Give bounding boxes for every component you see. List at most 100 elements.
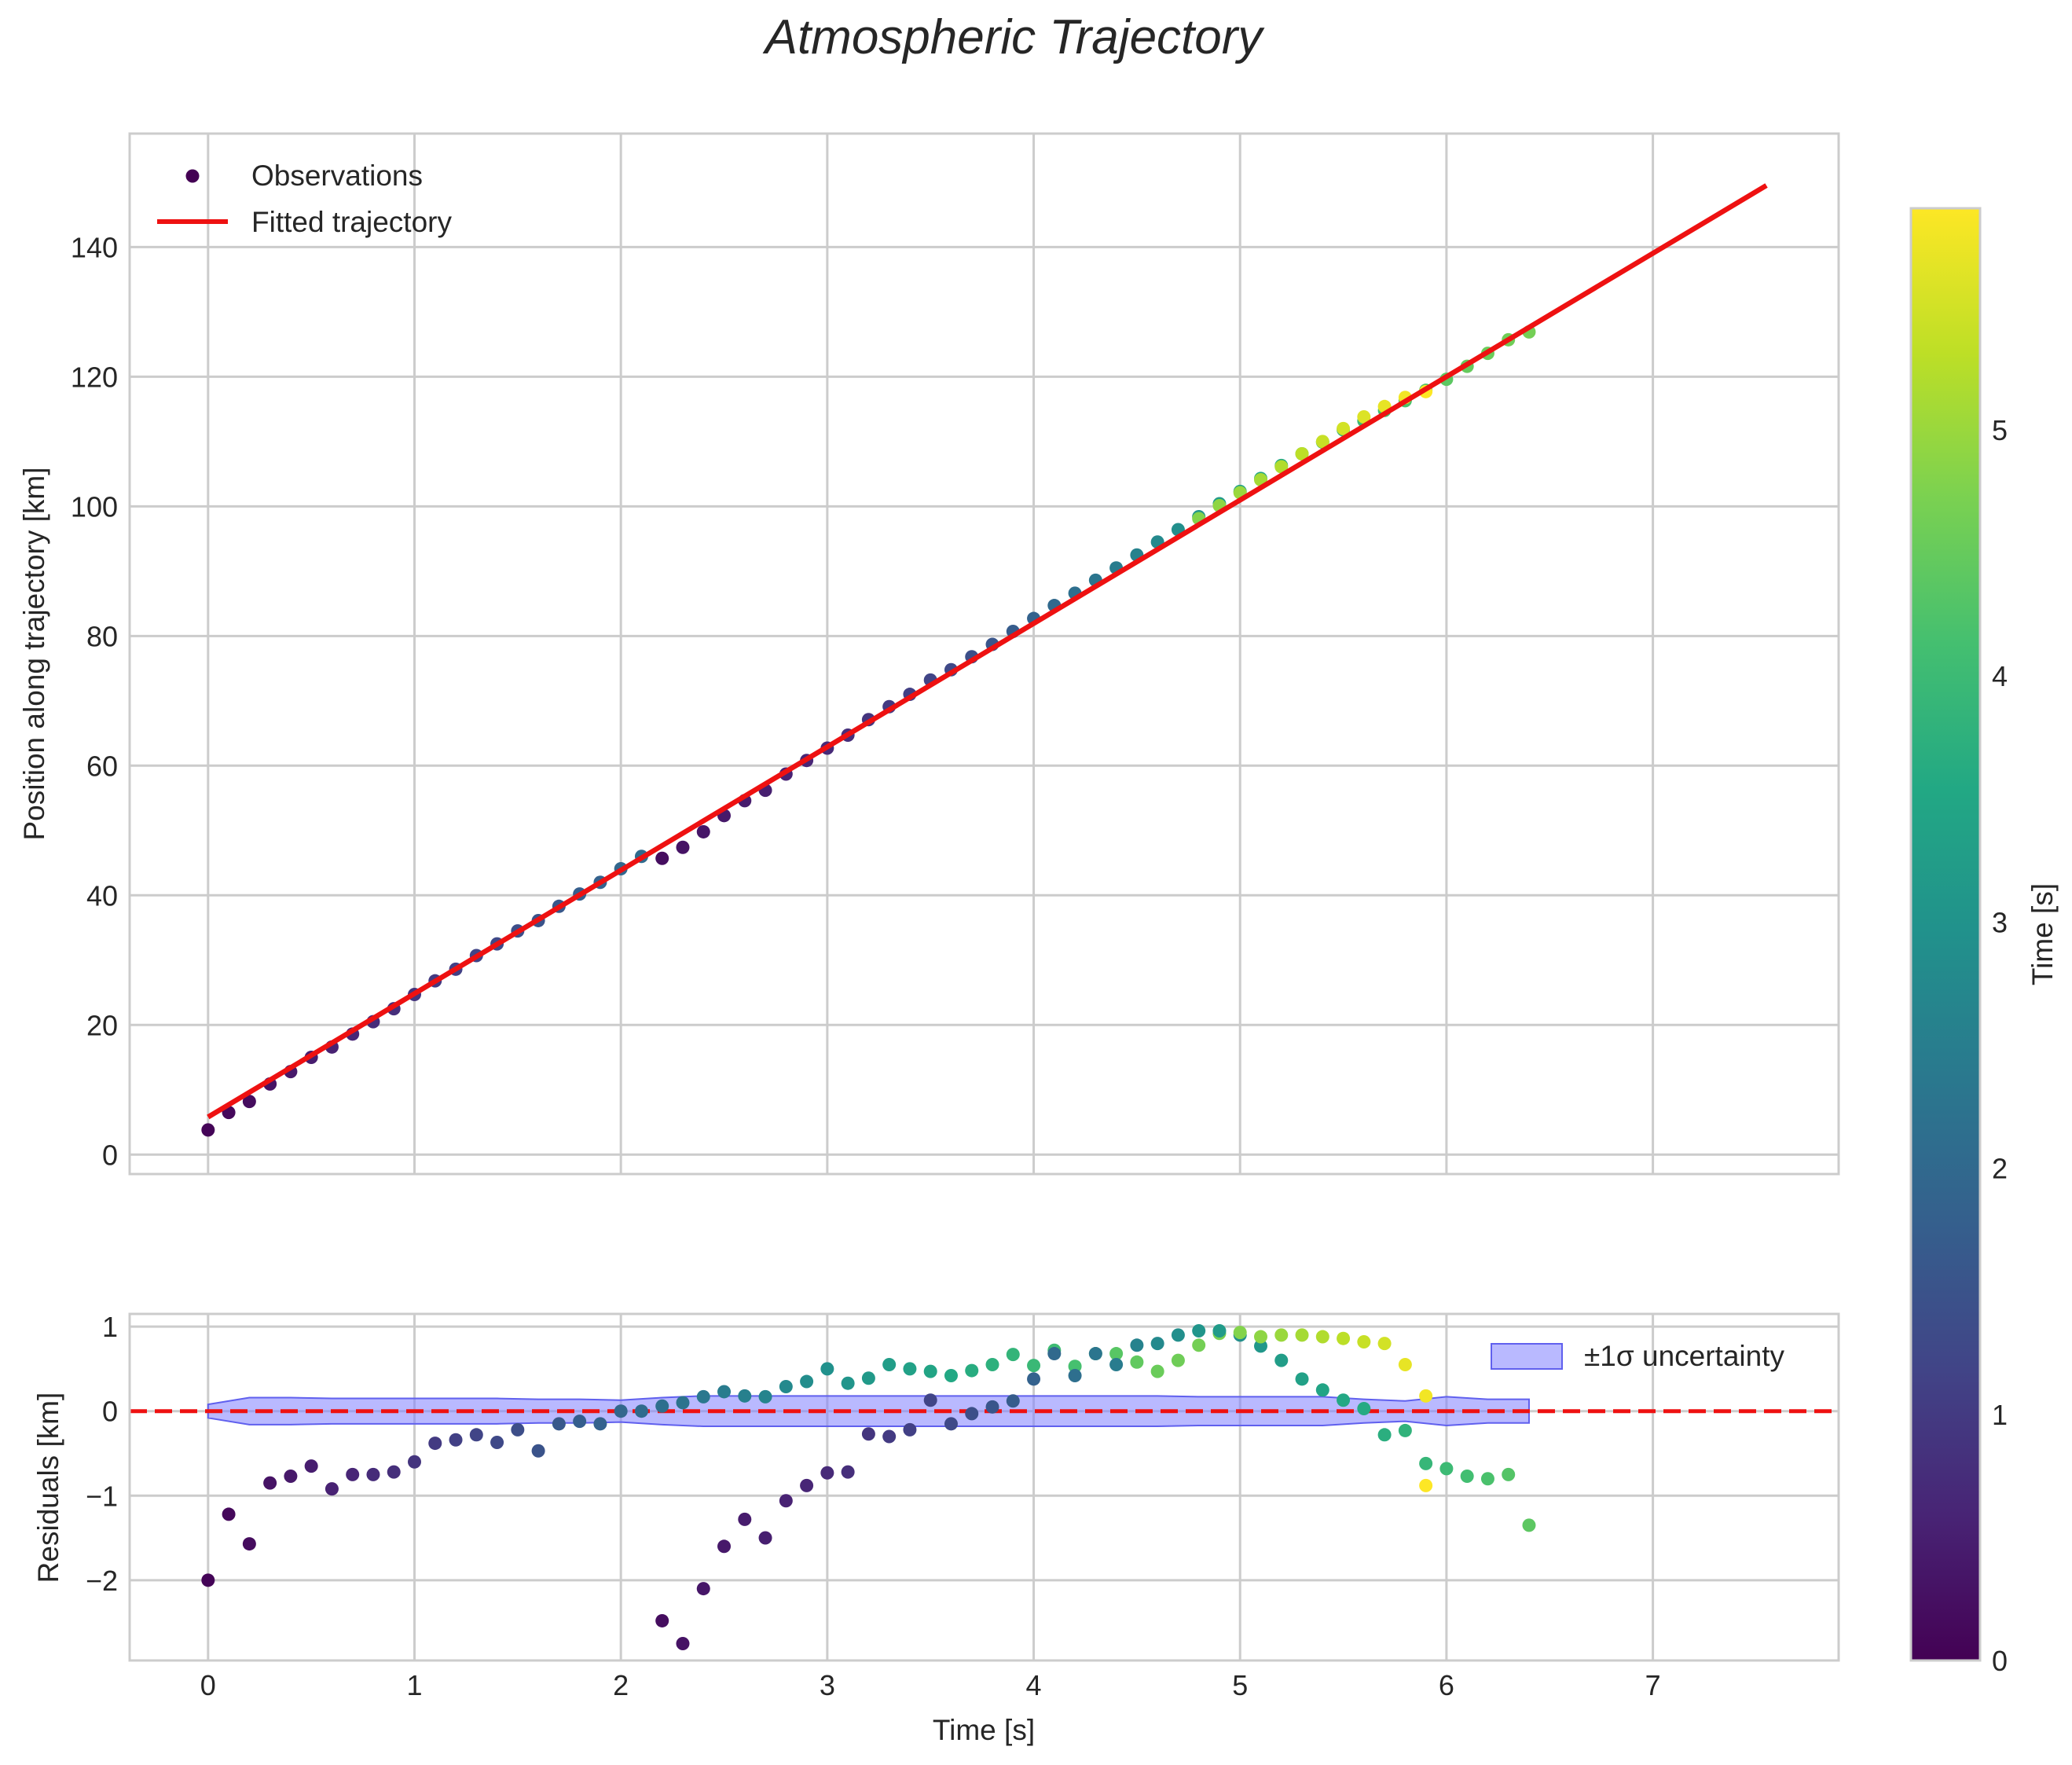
residual-point xyxy=(1233,1326,1247,1340)
residual-point xyxy=(242,1537,256,1551)
residual-point xyxy=(1398,1423,1412,1437)
residual-point xyxy=(1337,1393,1351,1407)
residual-point xyxy=(882,1429,897,1444)
top-y-tick-label: 80 xyxy=(86,620,118,652)
residual-point xyxy=(1068,1360,1082,1374)
residual-point xyxy=(717,1539,732,1554)
residual-point xyxy=(820,1466,834,1480)
residual-point xyxy=(923,1393,937,1407)
residual-point xyxy=(841,1376,855,1390)
residual-point xyxy=(531,1444,545,1458)
residual-point xyxy=(263,1476,277,1490)
colorbar-tick-labels: 0 1 2 3 4 5 xyxy=(1992,414,2008,1677)
residual-point xyxy=(985,1358,999,1372)
residual-point xyxy=(1398,1358,1412,1372)
x-tick-label: 0 xyxy=(200,1669,216,1701)
residual-point xyxy=(1088,1347,1102,1361)
residual-point xyxy=(1274,1353,1289,1367)
observation-point xyxy=(1274,460,1289,474)
colorbar-gradient xyxy=(1909,207,1982,1662)
x-tick-label: 1 xyxy=(406,1669,422,1701)
residual-point xyxy=(800,1478,814,1492)
residual-point xyxy=(1047,1347,1062,1361)
residual-point xyxy=(655,1613,669,1627)
top-y-tick-labels: 0 20 40 60 80 100 120 140 xyxy=(71,231,118,1171)
bottom-y-tick-label: 1 xyxy=(102,1311,118,1343)
residual-point xyxy=(1150,1337,1164,1351)
top-y-tick-label: 40 xyxy=(86,879,118,912)
residual-point xyxy=(758,1389,772,1404)
residual-point xyxy=(1295,1328,1309,1342)
residual-point xyxy=(1522,1518,1536,1532)
x-tick-label: 4 xyxy=(1026,1669,1042,1701)
residual-point xyxy=(1109,1358,1124,1372)
residual-point xyxy=(511,1422,525,1437)
observation-point xyxy=(201,1123,215,1137)
x-tick-label: 7 xyxy=(1645,1669,1661,1701)
residual-point xyxy=(1068,1369,1082,1383)
chart-title: Atmospheric Trajectory xyxy=(762,10,1266,64)
residual-point xyxy=(1419,1456,1433,1470)
residual-point xyxy=(614,1404,628,1418)
x-tick-label: 6 xyxy=(1439,1669,1454,1701)
residual-point xyxy=(676,1636,690,1650)
colorbar-tick-label: 4 xyxy=(1992,660,2008,692)
top-y-tick-label: 60 xyxy=(86,750,118,782)
residual-point xyxy=(284,1470,298,1484)
bottom-legend: ±1σ uncertainty xyxy=(1491,1340,1784,1372)
residual-point xyxy=(1295,1372,1309,1386)
bottom-y-tick-labels: −2 −1 0 1 xyxy=(86,1311,118,1597)
bottom-y-tick-label: 0 xyxy=(102,1396,118,1428)
residual-point xyxy=(1253,1339,1267,1353)
fitted-trajectory-line xyxy=(207,183,1768,1120)
residual-point xyxy=(758,1531,772,1545)
residual-point xyxy=(861,1371,875,1385)
residual-point xyxy=(1130,1338,1144,1352)
top-y-tick-label: 100 xyxy=(71,490,118,523)
residual-point xyxy=(552,1417,566,1431)
observation-point xyxy=(655,851,669,865)
top-axes-frame xyxy=(128,132,1840,1176)
top-y-tick-label: 0 xyxy=(102,1139,118,1171)
residual-point xyxy=(1480,1472,1494,1486)
residual-point xyxy=(408,1455,421,1469)
residual-point xyxy=(1027,1372,1041,1386)
residual-point xyxy=(965,1407,979,1421)
residual-point xyxy=(1357,1334,1371,1349)
residual-point xyxy=(923,1364,937,1378)
observation-point xyxy=(676,840,690,854)
residual-point xyxy=(304,1459,318,1473)
residual-point xyxy=(634,1404,648,1418)
residual-point xyxy=(1212,1324,1227,1338)
residual-point xyxy=(944,1417,958,1431)
x-tick-label: 3 xyxy=(820,1669,835,1701)
residual-point xyxy=(717,1385,732,1399)
residual-point xyxy=(1439,1462,1454,1476)
residual-point xyxy=(861,1427,875,1441)
top-y-tick-label: 20 xyxy=(86,1009,118,1041)
residual-point xyxy=(1006,1348,1020,1362)
residual-point xyxy=(738,1389,752,1403)
observation-point xyxy=(696,824,710,838)
residual-point xyxy=(346,1467,360,1481)
residual-point xyxy=(1171,1328,1185,1342)
residual-point xyxy=(201,1573,215,1587)
residual-point xyxy=(1192,1324,1206,1338)
residual-point xyxy=(428,1437,442,1451)
colorbar-tick-label: 3 xyxy=(1992,906,2008,938)
residual-point xyxy=(779,1494,793,1508)
residual-point xyxy=(903,1362,917,1376)
residual-point xyxy=(1315,1383,1329,1397)
colorbar-tick-label: 5 xyxy=(1992,414,2008,446)
residual-point xyxy=(449,1433,463,1447)
residual-point xyxy=(1171,1353,1185,1367)
residual-point xyxy=(1377,1337,1392,1351)
residual-point xyxy=(676,1396,690,1410)
residual-point xyxy=(655,1399,669,1413)
legend-band-label: ±1σ uncertainty xyxy=(1584,1340,1784,1372)
residual-point xyxy=(800,1374,814,1389)
residual-point xyxy=(366,1467,380,1481)
residual-point xyxy=(944,1369,958,1383)
top-y-tick-label: 120 xyxy=(71,361,118,393)
